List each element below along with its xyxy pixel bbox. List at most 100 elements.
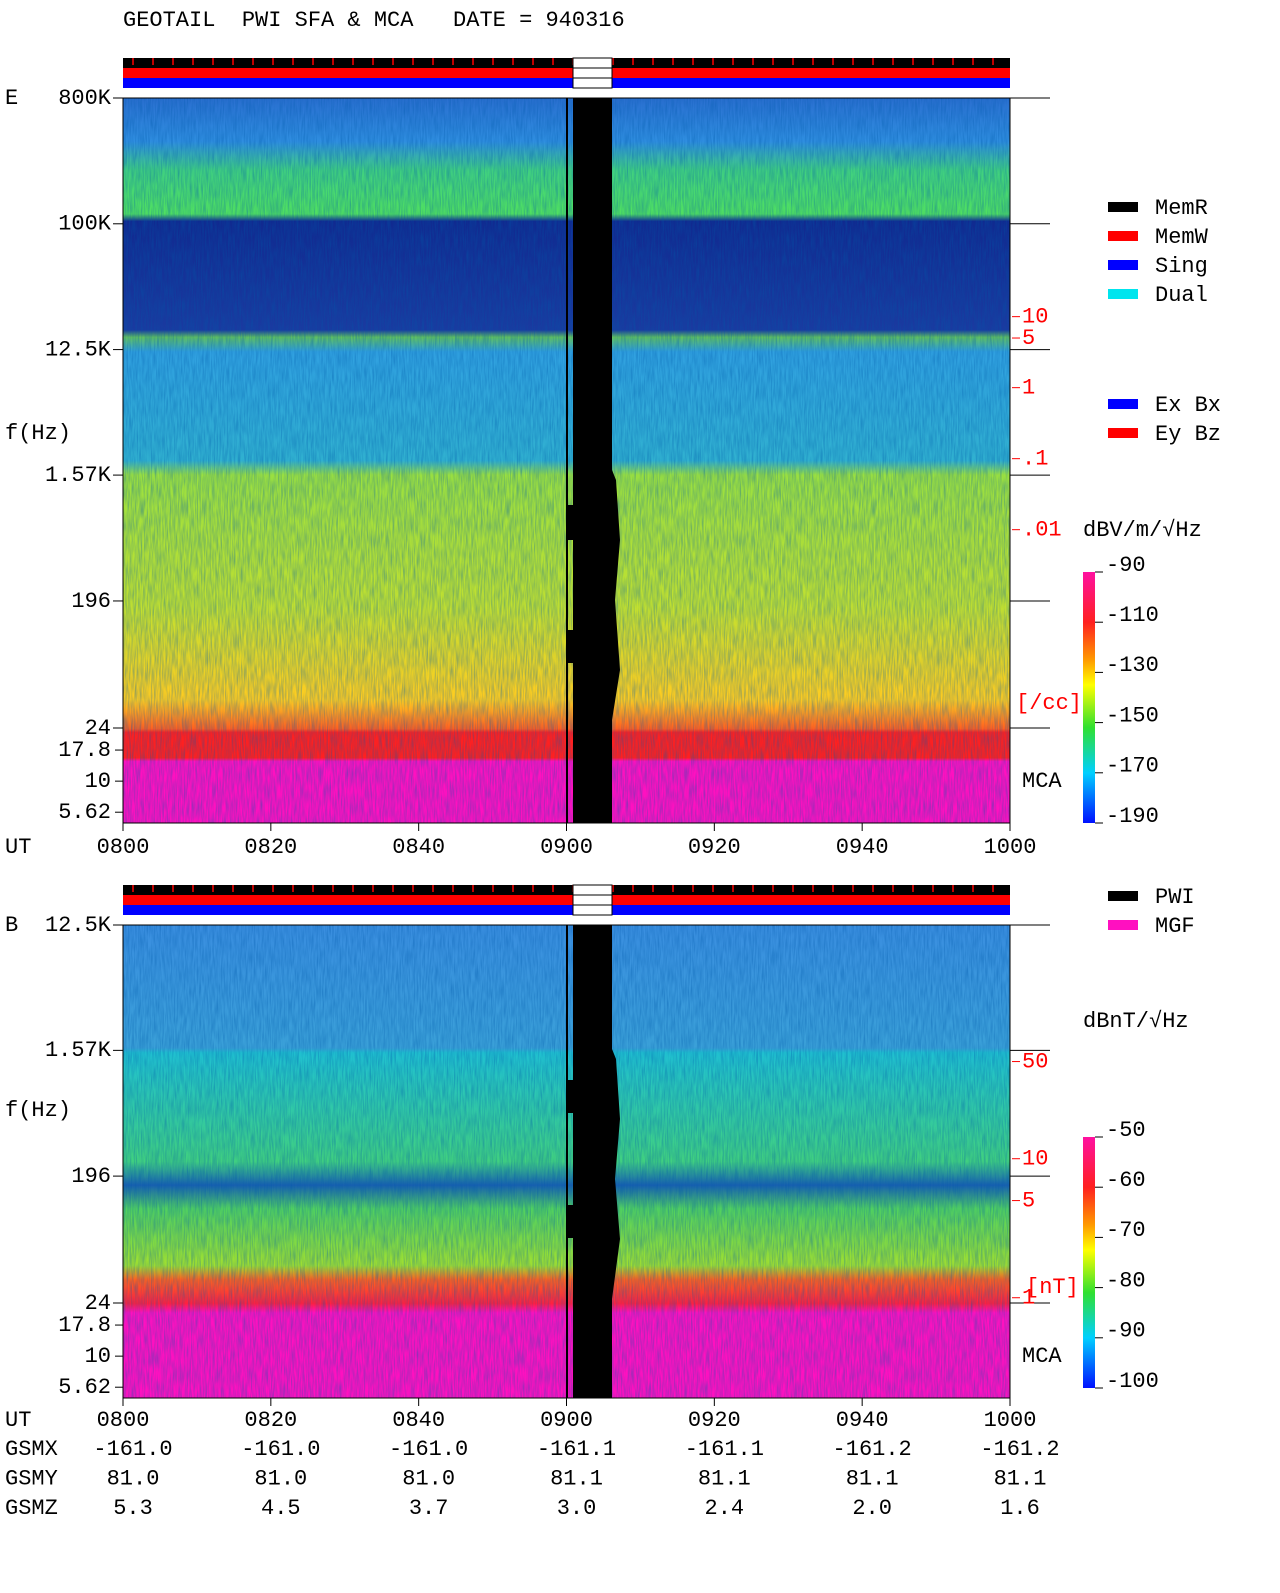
y2-tick-label: 10 — [1022, 1147, 1048, 1172]
legend-label: Ey Bz — [1155, 422, 1221, 447]
orbit-value: 2.0 — [852, 1496, 892, 1521]
mca-tick-label: 17.8 — [58, 738, 111, 763]
panel-label: E — [5, 86, 18, 111]
status-bar — [123, 895, 1010, 905]
legend-swatch — [1108, 202, 1138, 212]
colorbar-tick-label: -80 — [1106, 1268, 1146, 1293]
y2-tick-label: 10 — [1022, 304, 1048, 329]
orbit-value: 5.3 — [113, 1496, 153, 1521]
orbit-row-label: GSMX — [5, 1437, 58, 1462]
legend-label: MGF — [1155, 914, 1195, 939]
legend-swatch — [1108, 260, 1138, 270]
x-tick-label: 0840 — [392, 835, 445, 860]
colorbar-tick-label: -130 — [1106, 653, 1159, 678]
x-tick-label: 0840 — [392, 1408, 445, 1433]
legend-label: MemR — [1155, 196, 1208, 221]
legend-label: PWI — [1155, 885, 1195, 910]
colorbar-tick-label: -90 — [1106, 553, 1146, 578]
status-bar — [123, 885, 1010, 895]
legend-label: Dual — [1155, 283, 1208, 308]
y2-axis-label: [nT] — [1026, 1275, 1079, 1300]
status-bar — [123, 58, 1010, 68]
y-tick-label: 100K — [58, 212, 112, 237]
legend-swatch — [1108, 891, 1138, 901]
x-axis-label: UT — [5, 835, 31, 860]
x-tick-label: 0940 — [836, 835, 889, 860]
orbit-value: -161.2 — [833, 1437, 912, 1462]
y-tick-label: 1.57K — [45, 1038, 112, 1063]
legend-label: MemW — [1155, 225, 1209, 250]
orbit-value: 4.5 — [261, 1496, 301, 1521]
y-tick-label: 196 — [71, 589, 111, 614]
x-tick-label: 0800 — [97, 1408, 150, 1433]
orbit-value: 81.0 — [402, 1466, 455, 1491]
mca-tick-label: 5.62 — [58, 800, 111, 825]
data-gap — [567, 1205, 575, 1238]
y2-axis-label: [/cc] — [1016, 691, 1082, 716]
colorbar-tick-label: -70 — [1106, 1218, 1146, 1243]
data-gap — [567, 630, 575, 663]
data-gap — [573, 925, 620, 1398]
y2-tick-label: 5 — [1022, 1188, 1035, 1213]
orbit-value: 3.0 — [557, 1496, 597, 1521]
colorbar-tick-label: -170 — [1106, 754, 1159, 779]
y2-tick-label: 1 — [1022, 1286, 1035, 1311]
mca-tick-label: 17.8 — [58, 1313, 111, 1338]
y-tick-label: 196 — [71, 1164, 111, 1189]
legend-swatch — [1108, 920, 1138, 930]
mca-tick-label: 10 — [85, 769, 111, 794]
y2-tick-label: 50 — [1022, 1049, 1048, 1074]
colorbar-tick-label: -190 — [1106, 804, 1159, 829]
colorbar — [1083, 572, 1095, 823]
orbit-value: 3.7 — [409, 1496, 449, 1521]
orbit-value: -161.0 — [389, 1437, 468, 1462]
x-tick-label: 0820 — [244, 1408, 297, 1433]
legend-swatch — [1108, 399, 1138, 409]
status-gap — [572, 57, 613, 89]
mca-tick-label: 5.62 — [58, 1375, 111, 1400]
x-tick-label: 0920 — [688, 835, 741, 860]
orbit-value: 81.1 — [698, 1466, 751, 1491]
orbit-value: 81.1 — [550, 1466, 603, 1491]
status-bar — [123, 78, 1010, 88]
colorbar-tick-label: -150 — [1106, 703, 1159, 728]
orbit-value: -161.2 — [980, 1437, 1059, 1462]
data-gap — [567, 505, 575, 540]
colorbar — [1083, 1137, 1095, 1388]
y-tick-label: 800K — [58, 86, 112, 111]
legend-label: Ex Bx — [1155, 393, 1221, 418]
legend-swatch — [1108, 428, 1138, 438]
chart-title: GEOTAIL PWI SFA & MCA DATE = 940316 — [123, 8, 625, 33]
x-tick-label: 1000 — [984, 835, 1037, 860]
y-tick-label: 24 — [85, 716, 111, 741]
y-tick-label: 24 — [85, 1291, 111, 1316]
colorbar-tick-label: -100 — [1106, 1369, 1159, 1394]
colorbar-tick-label: -90 — [1106, 1319, 1146, 1344]
y-tick-label: 1.57K — [45, 463, 112, 488]
x-tick-label: 0800 — [97, 835, 150, 860]
orbit-value: 81.0 — [254, 1466, 307, 1491]
y2-tick-label: .1 — [1022, 446, 1048, 471]
orbit-value: -161.1 — [685, 1437, 764, 1462]
legend-swatch — [1108, 289, 1138, 299]
legend-label: Sing — [1155, 254, 1208, 279]
y-axis-label: f(Hz) — [5, 421, 71, 446]
orbit-value: 81.1 — [994, 1466, 1047, 1491]
y-axis-label: f(Hz) — [5, 1098, 71, 1123]
y-tick-label: 12.5K — [45, 337, 112, 362]
mca-label: MCA — [1022, 769, 1062, 794]
x-tick-label: 0820 — [244, 835, 297, 860]
colorbar-label: dBnT/√Hz — [1083, 1009, 1189, 1034]
x-tick-label: 1000 — [984, 1408, 1037, 1433]
status-bar — [123, 68, 1010, 78]
panel-label: B — [5, 913, 18, 938]
orbit-value: 81.0 — [107, 1466, 160, 1491]
x-tick-label: 0920 — [688, 1408, 741, 1433]
orbit-row-label: GSMZ — [5, 1496, 58, 1521]
mca-tick-label: 10 — [85, 1344, 111, 1369]
orbit-value: -161.0 — [241, 1437, 320, 1462]
status-bar — [123, 905, 1010, 915]
orbit-value: -161.1 — [537, 1437, 616, 1462]
colorbar-tick-label: -50 — [1106, 1118, 1146, 1143]
